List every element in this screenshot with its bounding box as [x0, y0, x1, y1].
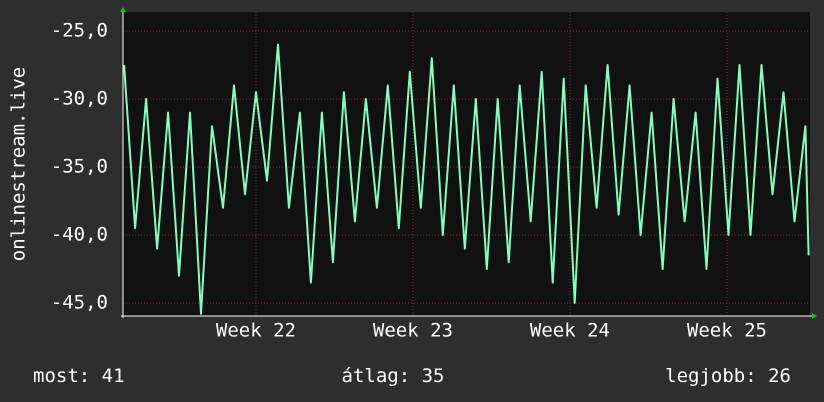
y-tick-label: -30,0: [51, 88, 108, 110]
footer-best: legjobb: 26: [665, 365, 791, 387]
y-axis-label: onlinestream.live: [8, 67, 30, 261]
y-tick-label: -45,0: [51, 291, 108, 313]
footer-average: átlag: 35: [342, 365, 445, 387]
y-tick-label: -35,0: [51, 155, 108, 177]
y-tick-label: -40,0: [51, 223, 108, 245]
x-tick-label: Week 25: [687, 320, 767, 342]
data-line: [123, 43, 810, 315]
plot-area: [123, 12, 810, 316]
x-tick-label: Week 22: [216, 320, 296, 342]
y-tick-label: -25,0: [51, 20, 108, 42]
x-tick-label: Week 24: [530, 320, 610, 342]
y-arrow: [120, 7, 126, 12]
x-tick-label: Week 23: [373, 320, 453, 342]
x-arrow: [812, 313, 817, 319]
footer-current: most: 41: [33, 365, 125, 387]
